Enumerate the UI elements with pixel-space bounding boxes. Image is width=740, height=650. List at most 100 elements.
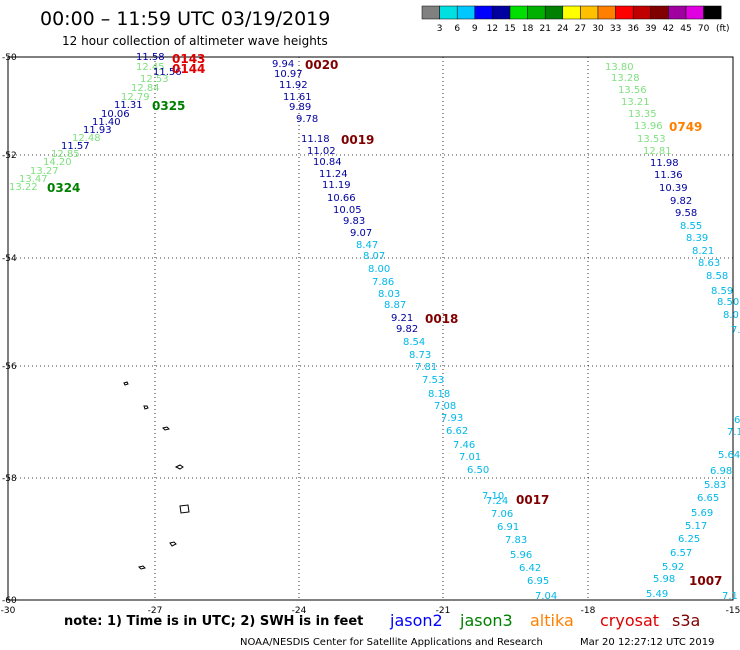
scale-swatch (544, 5, 564, 20)
wave-height-value: 11.31 (114, 100, 143, 111)
footer-timestamp: Mar 20 12:27:12 UTC 2019 (580, 637, 715, 648)
wave-height-value: 6.50 (467, 465, 489, 476)
scale-swatch (509, 5, 528, 20)
wave-height-value: 7.83 (505, 535, 527, 546)
map-title: 00:00 – 11:59 UTC 03/19/2019 (40, 8, 330, 30)
scale-swatch (492, 5, 511, 20)
wave-height-value: 12.84 (131, 83, 160, 94)
scale-label: 70 (698, 24, 710, 34)
wave-height-value: 13.47 (19, 174, 48, 185)
footer-note: note: 1) Time is in UTC; 2) SWH is in fe… (64, 614, 363, 629)
scale-label: 9 (472, 24, 478, 34)
pass-time-label: 0020 (305, 58, 338, 72)
lon-tick-label: -21 (436, 606, 451, 616)
axis-tick-labels: -50 -52 -54 -56 -58 -60-30 -27 -24 -21 -18 -15 (1, 53, 740, 616)
lon-tick-label: -18 (581, 606, 596, 616)
wave-height-value: 8.59 (711, 286, 733, 297)
wave-height-value: 13.53 (637, 134, 666, 145)
wave-height-value: 8.54 (403, 337, 425, 348)
wave-height-value: 9.21 (391, 313, 413, 324)
wave-height-value: 13.28 (611, 73, 640, 84)
pass-time-label: 0325 (152, 99, 185, 113)
wave-height-value: 6. (734, 415, 740, 426)
wave-height-value: 8.00 (368, 264, 390, 275)
wave-height-value: 7.86 (372, 277, 394, 288)
wave-height-value: 11.40 (92, 117, 121, 128)
legend-entry-s3a: s3a (672, 611, 700, 630)
scale-swatch (421, 5, 440, 20)
wave-height-value: 7.08 (434, 401, 456, 412)
wave-height-value: 11.02 (307, 146, 336, 157)
wave-height-value: 5.92 (662, 562, 684, 573)
wave-height-value: 10.39 (659, 183, 688, 194)
wave-height-value: 12.81 (643, 146, 672, 157)
wave-height-value: 7.04 (535, 591, 557, 602)
scale-swatch (580, 5, 599, 20)
wave-height-value: 6.57 (670, 548, 692, 559)
wave-height-value: 13.27 (30, 166, 59, 177)
wave-height-value: 8.63 (698, 258, 720, 269)
wave-height-value: 7.10 (482, 491, 504, 502)
wave-height-value: 6.98 (710, 466, 732, 477)
color-scale-legend: 3 6 9 12 15 18 21 24 27 30 33 36 39 42 45 70 (ft) (421, 5, 730, 34)
wave-height-value: 14.20 (43, 157, 72, 168)
wave-height-value: 6.25 (678, 534, 700, 545)
pass-time-label: 0019 (341, 133, 374, 147)
wave-height-value: 8.47 (356, 240, 378, 251)
wave-height-value: 7.01 (459, 452, 481, 463)
scale-swatch (562, 5, 581, 20)
wave-height-value: 8.55 (680, 221, 702, 232)
wave-height-value: 6.65 (697, 493, 719, 504)
wave-height-value: 8.07 (363, 251, 385, 262)
wave-height-value: 13.56 (618, 85, 647, 96)
wave-height-value: 7.1 (727, 427, 740, 438)
scale-label: 12 (487, 24, 498, 34)
pass-time-label: 0144 (172, 62, 205, 76)
wave-height-value: 10.05 (333, 205, 362, 216)
wave-height-value: 12.48 (72, 133, 101, 144)
wave-height-value: 7.93 (441, 413, 463, 424)
wave-height-value: 12.85 (51, 149, 80, 160)
wave-height-value: 7.06 (491, 509, 513, 520)
lon-tick-label: -30 (1, 606, 16, 616)
lat-tick-label: -54 (2, 254, 17, 264)
wave-height-value: 10.06 (101, 109, 130, 120)
wave-height-value: 11.92 (279, 80, 308, 91)
wave-height-value: 9.89 (289, 102, 311, 113)
wave-height-value: 13.80 (605, 62, 634, 73)
wave-height-value: 13.21 (621, 97, 650, 108)
wave-height-value: 9.78 (296, 114, 318, 125)
lat-tick-label: -52 (2, 151, 17, 161)
pass-time-label: 0018 (425, 312, 458, 326)
wave-height-value: 8.50 (717, 297, 739, 308)
legend-entry-jason2: jason2 (389, 611, 443, 630)
scale-swatch (527, 5, 546, 20)
wave-height-value: 13.96 (634, 121, 663, 132)
wave-height-value: 8.21 (692, 246, 714, 257)
wave-height-tracks: 11.5812.4511.5612.5312.8412.7911.3110.06… (9, 52, 740, 602)
lat-lon-grid (8, 57, 733, 600)
wave-height-value: 6.62 (446, 426, 468, 437)
wave-height-value: 8.03 (378, 289, 400, 300)
wave-height-value: 5.83 (704, 480, 726, 491)
scale-swatch (668, 5, 687, 20)
scale-swatch (615, 5, 634, 20)
wave-height-value: 11.18 (301, 134, 330, 145)
wave-height-value: 11.36 (654, 170, 683, 181)
island-outlines (123, 381, 190, 570)
scale-label: 30 (592, 24, 604, 34)
wave-height-value: 13.35 (628, 109, 657, 120)
wave-height-value: 11.61 (283, 92, 312, 103)
scale-label: 21 (539, 24, 550, 34)
pass-time-label: 0749 (669, 120, 702, 134)
wave-height-value: 8.73 (409, 350, 431, 361)
lat-tick-label: -50 (2, 53, 17, 63)
scale-label: 42 (663, 24, 674, 34)
scale-swatch (703, 5, 722, 20)
wave-height-value: 6.95 (527, 576, 549, 587)
wave-height-value: 11.93 (83, 125, 112, 136)
lat-tick-label: -58 (2, 474, 17, 484)
wave-height-value: 9.83 (343, 216, 365, 227)
wave-height-value: 12.53 (140, 74, 169, 85)
pass-time-label: 0017 (516, 493, 549, 507)
